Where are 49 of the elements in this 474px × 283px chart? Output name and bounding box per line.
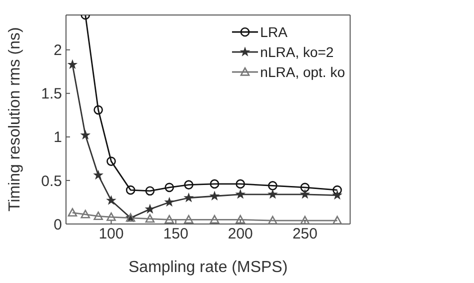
point (126, 185, 136, 195)
point (300, 216, 310, 224)
point (332, 185, 342, 195)
point (184, 180, 194, 190)
point (268, 216, 278, 224)
y-tick-label: 2 (54, 42, 62, 60)
point (106, 156, 116, 166)
point (210, 214, 220, 224)
point (210, 191, 220, 200)
y-tick-label: 1 (54, 129, 62, 146)
point (236, 190, 245, 198)
point (300, 190, 310, 198)
point (210, 179, 220, 189)
legend-label: nLRA, ko=2 (260, 43, 334, 62)
legend-label: LRA (260, 23, 288, 42)
point (80, 210, 90, 218)
y-tick-label: 1.5 (41, 86, 62, 103)
point (145, 186, 155, 196)
legend-label: nLRA, opt. ko (260, 63, 345, 82)
point (106, 196, 116, 204)
point (80, 130, 90, 140)
point (164, 182, 174, 192)
point (164, 214, 174, 224)
point (94, 212, 103, 220)
point (164, 197, 174, 206)
point (184, 214, 194, 224)
y-tick-label: 0.5 (41, 172, 62, 190)
point (184, 193, 194, 202)
x-tick-label: 100 (98, 226, 124, 243)
y-axis-title: Timing resolution rms (ns) (6, 27, 24, 212)
point (94, 105, 103, 115)
point (145, 204, 155, 214)
point (94, 170, 103, 180)
x-tick-label: 150 (163, 226, 188, 243)
point (68, 208, 78, 217)
point (300, 182, 310, 192)
point (236, 214, 246, 224)
x-tick-label: 250 (292, 226, 318, 243)
y-tick-label: 0 (54, 216, 62, 234)
point (268, 190, 278, 198)
point (332, 190, 342, 200)
x-axis-title: Sampling rate (MSPS) (128, 259, 288, 276)
x-tick-label: 200 (228, 226, 253, 243)
point (268, 181, 278, 190)
point (68, 60, 78, 69)
point (145, 214, 155, 223)
point (106, 212, 116, 221)
point (236, 179, 246, 189)
point (332, 216, 342, 224)
